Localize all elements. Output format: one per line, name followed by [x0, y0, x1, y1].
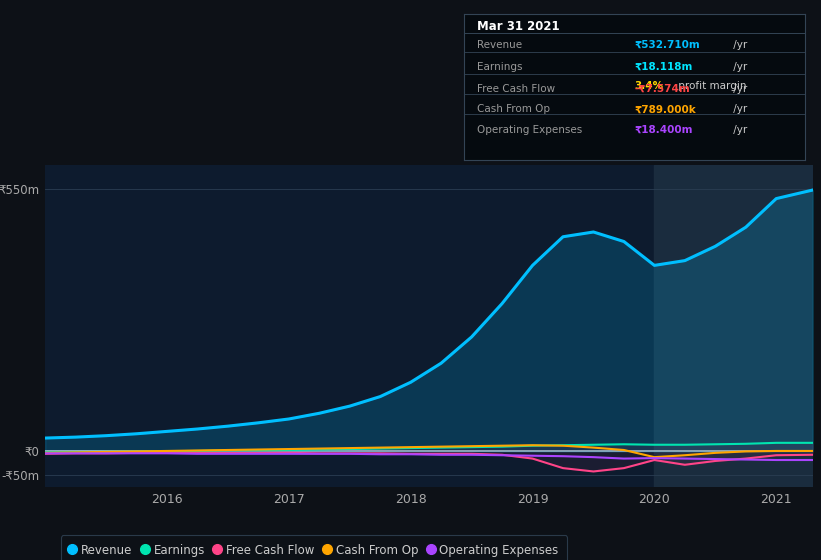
- Text: Revenue: Revenue: [478, 40, 523, 50]
- Text: /yr: /yr: [730, 104, 747, 114]
- Text: /yr: /yr: [730, 62, 747, 72]
- Text: ₹789.000k: ₹789.000k: [635, 104, 696, 114]
- Text: ₹532.710m: ₹532.710m: [635, 40, 700, 50]
- Legend: Revenue, Earnings, Free Cash Flow, Cash From Op, Operating Expenses: Revenue, Earnings, Free Cash Flow, Cash …: [61, 535, 567, 560]
- Text: ₹18.400m: ₹18.400m: [635, 125, 693, 134]
- Text: -₹7.574m: -₹7.574m: [635, 84, 690, 94]
- Text: profit margin: profit margin: [675, 81, 746, 91]
- Bar: [654, 165, 821, 487]
- Text: ₹18.118m: ₹18.118m: [635, 62, 693, 72]
- Text: 3.4%: 3.4%: [635, 81, 663, 91]
- Text: /yr: /yr: [730, 40, 747, 50]
- Text: Cash From Op: Cash From Op: [478, 104, 551, 114]
- Text: Earnings: Earnings: [478, 62, 523, 72]
- Text: /yr: /yr: [730, 125, 747, 134]
- Text: Free Cash Flow: Free Cash Flow: [478, 84, 556, 94]
- Text: Operating Expenses: Operating Expenses: [478, 125, 583, 134]
- Text: Mar 31 2021: Mar 31 2021: [478, 20, 560, 33]
- Text: /yr: /yr: [730, 84, 747, 94]
